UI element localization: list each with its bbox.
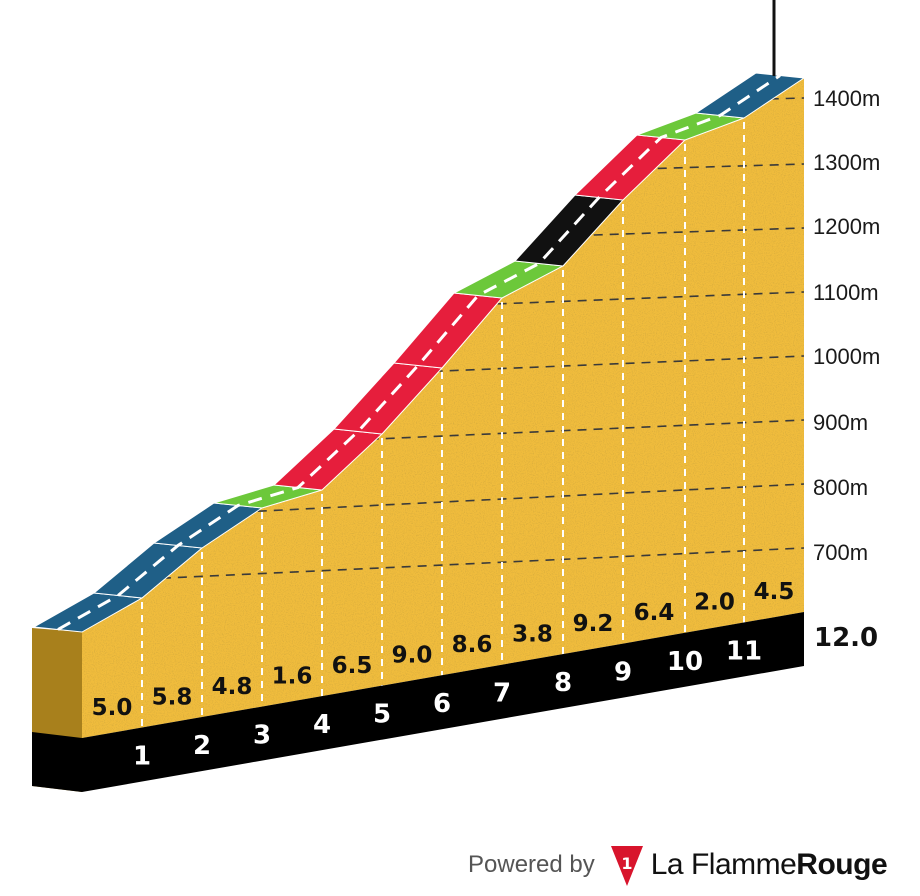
brand-bold: Rouge: [796, 848, 888, 881]
km-marker-label: 5: [373, 700, 391, 730]
gradient-label: 3.8: [512, 621, 553, 647]
altitude-tick-label: 1400m: [813, 86, 880, 111]
climb-profile-chart: 5.0 5.8 4.8 1.6 6.5 9.0 8.6 3.8 9.2 6.4 2.0 4.5 1 2 3 4…: [32, 0, 880, 792]
gradient-label: 5.0: [92, 695, 133, 721]
km-marker-label: 10: [667, 647, 703, 677]
gradient-label: 4.8: [212, 674, 253, 700]
gradient-label: 9.2: [573, 611, 614, 637]
altitude-tick-label: 700m: [813, 540, 868, 565]
gradient-label: 2.0: [694, 590, 735, 616]
altitude-tick-label: 1300m: [813, 150, 880, 175]
altitude-tick-label: 1200m: [813, 214, 880, 239]
gradient-label: 6.4: [634, 600, 675, 626]
logo-numeral: 1: [621, 854, 632, 873]
gradient-label: 9.0: [392, 642, 433, 668]
footer: Powered by 1 La FlammeRouge: [468, 840, 888, 890]
km-marker-label: 9: [614, 658, 632, 688]
gradient-label: 4.5: [754, 579, 795, 605]
km-marker-label: 7: [493, 679, 511, 709]
altitude-tick-label: 1100m: [813, 280, 879, 305]
powered-by-text: Powered by: [468, 851, 595, 878]
km-marker-label: 11: [726, 636, 762, 666]
altitude-gridline: [82, 547, 804, 583]
km-marker-label: 4: [313, 710, 331, 740]
gradient-label: 8.6: [452, 632, 493, 658]
gradient-label: 5.8: [152, 684, 193, 710]
flamme-rouge-logo-icon: 1: [610, 846, 643, 886]
gradient-label: 1.6: [272, 663, 313, 689]
km-marker-label: 8: [554, 668, 572, 698]
brand-name: La FlammeRouge: [650, 848, 888, 882]
km-marker-label: 3: [253, 721, 271, 751]
altitude-tick-label: 900m: [813, 410, 868, 435]
total-distance-label: 12.0: [814, 623, 878, 653]
altitude-tick-label: 1000m: [813, 344, 880, 369]
road-centre-line: [57, 74, 781, 631]
altitude-tick-label: 800m: [813, 475, 868, 500]
brand-regular: La Flamme: [650, 848, 797, 881]
profile-base: [32, 612, 804, 792]
km-marker-label: 6: [433, 689, 451, 719]
gradient-label: 6.5: [332, 653, 373, 679]
km-marker-label: 1: [133, 742, 151, 772]
road-segment: [694, 72, 806, 119]
km-marker-label: 2: [193, 731, 211, 761]
